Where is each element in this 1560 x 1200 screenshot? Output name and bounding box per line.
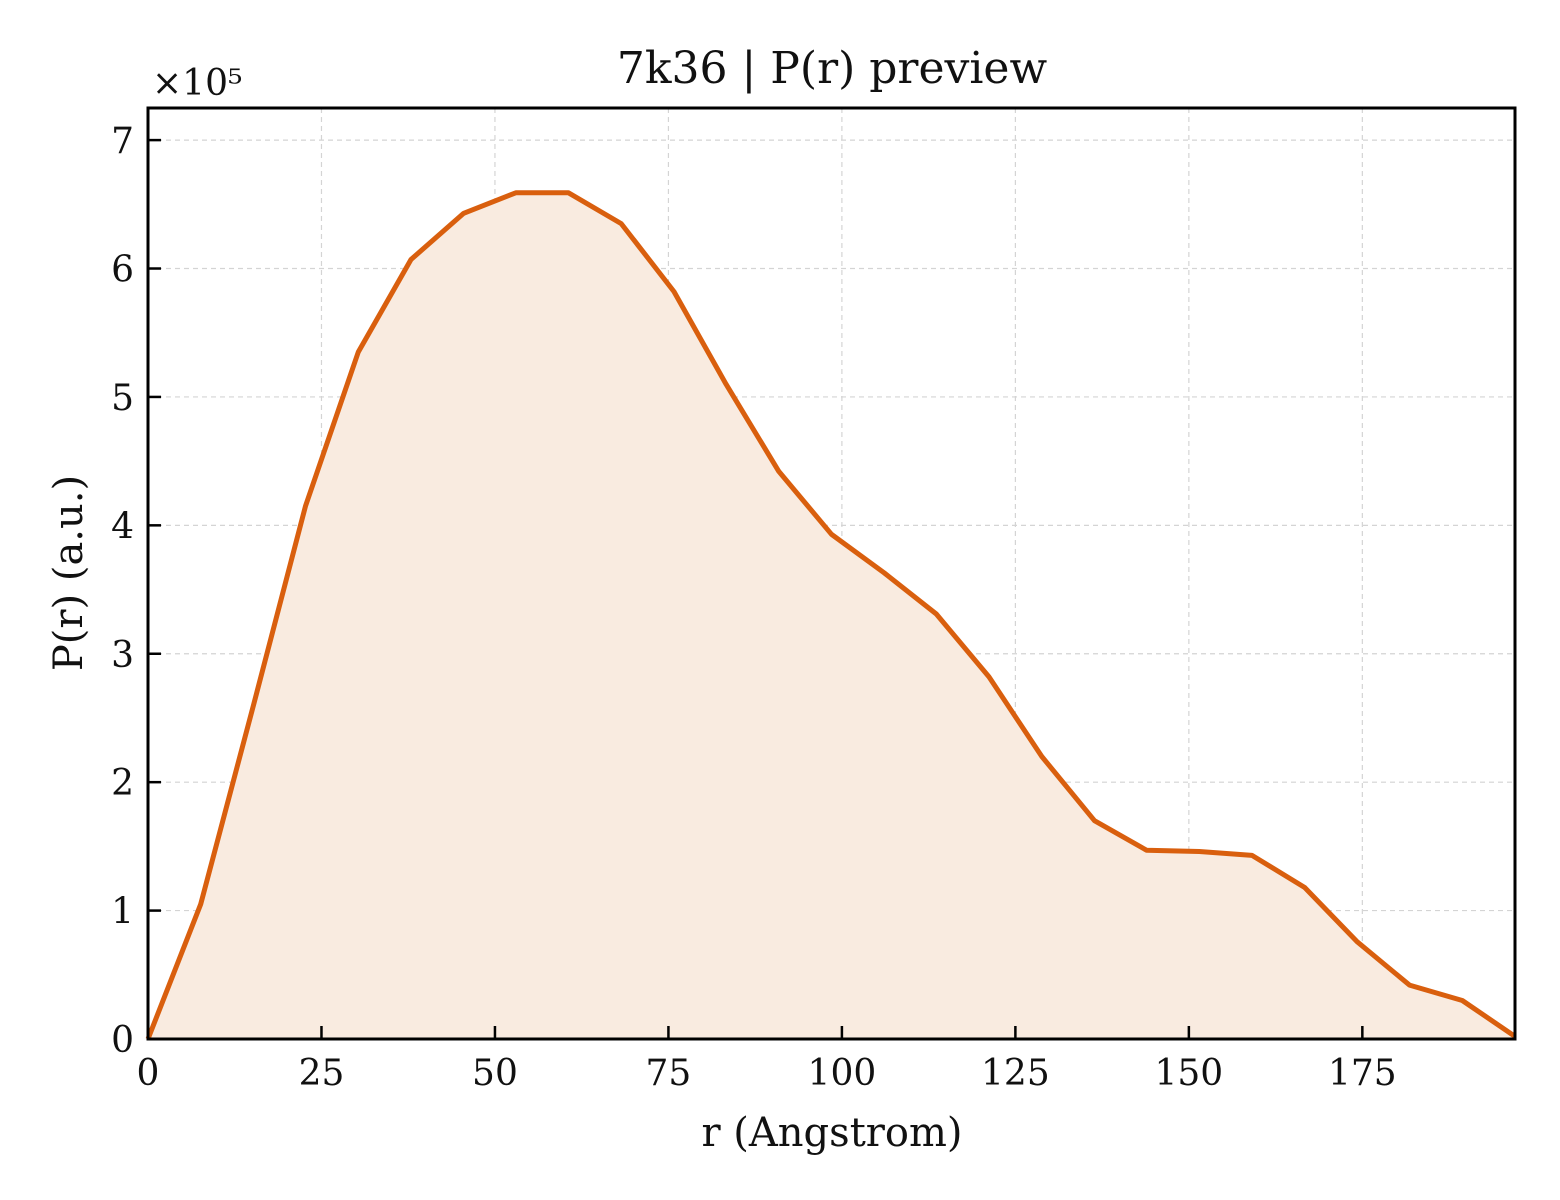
x-tick-label: 75 [646, 1053, 692, 1094]
y-multiplier-label: ×10⁵ [152, 63, 242, 104]
y-tick-label: 5 [111, 378, 134, 419]
series-line [145, 190, 1517, 1040]
y-tick-label: 3 [111, 635, 134, 676]
chart-title: 7k36 | P(r) preview [617, 43, 1048, 94]
y-tick-label: 0 [111, 1020, 134, 1061]
series-line-layer [145, 190, 1517, 1040]
x-axis-label: r (Angstrom) [701, 1110, 962, 1156]
x-tick-label: 100 [808, 1053, 877, 1094]
plot-frame [146, 106, 1517, 1041]
x-tick-label: 150 [1155, 1053, 1224, 1094]
x-tick-label: 25 [299, 1053, 345, 1094]
y-tick-label: 4 [111, 506, 134, 547]
y-tick-label: 2 [111, 763, 134, 804]
y-tick-label: 1 [111, 892, 134, 933]
x-tick-label: 0 [137, 1053, 160, 1094]
y-tick-label: 6 [111, 250, 134, 291]
y-axis-ticks: 0 1 2 3 4 5 6 7 [111, 121, 161, 1061]
x-tick-label: 175 [1328, 1053, 1397, 1094]
y-tick-label: 7 [111, 121, 134, 162]
x-tick-label: 125 [981, 1053, 1050, 1094]
x-axis-ticks: 0 25 50 75 100 125 150 175 [137, 1026, 1397, 1094]
series-area [148, 192, 1515, 1040]
y-axis-label: P(r) (a.u.) [46, 475, 92, 671]
x-tick-label: 50 [472, 1053, 518, 1094]
area-layer [148, 192, 1515, 1040]
